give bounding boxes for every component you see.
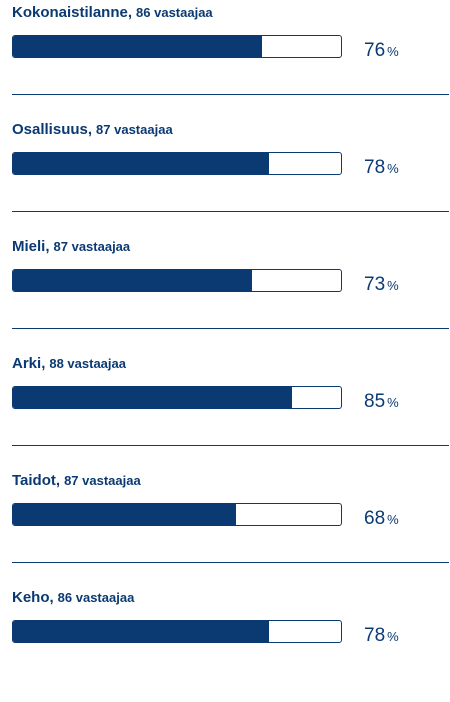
percent-unit: % xyxy=(387,512,399,527)
percent-unit: % xyxy=(387,629,399,644)
progress-bar xyxy=(12,620,342,643)
progress-bar-fill xyxy=(13,270,253,291)
percent-number: 76 xyxy=(364,40,386,61)
responder-count: 87 vastaajaa xyxy=(64,473,141,488)
percent-number: 68 xyxy=(364,508,386,529)
percent-number: 85 xyxy=(364,391,386,412)
result-header: Keho, 86 vastaajaa xyxy=(12,589,134,607)
divider xyxy=(12,445,449,446)
percent-value: 76% xyxy=(364,40,399,62)
progress-bar-fill xyxy=(13,504,237,525)
results-list: Kokonaistilanne, 86 vastaajaa 76% Osallis… xyxy=(0,0,450,646)
percent-value: 73% xyxy=(364,274,399,296)
result-label: Keho xyxy=(12,589,50,606)
result-header: Taidot, 87 vastaajaa xyxy=(12,472,141,490)
result-header: Mieli, 87 vastaajaa xyxy=(12,238,130,256)
percent-number: 78 xyxy=(364,157,386,178)
progress-bar-fill xyxy=(13,621,269,642)
result-item-taidot: Taidot, 87 vastaajaa 68% xyxy=(0,468,450,585)
percent-number: 78 xyxy=(364,625,386,646)
progress-bar xyxy=(12,386,342,409)
responder-count: 86 vastaajaa xyxy=(136,5,213,20)
result-header: Osallisuus, 87 vastaajaa xyxy=(12,121,173,139)
percent-unit: % xyxy=(387,161,399,176)
result-header: Kokonaistilanne, 86 vastaajaa xyxy=(12,4,213,22)
progress-bar xyxy=(12,269,342,292)
responder-count: 87 vastaajaa xyxy=(53,239,131,254)
result-separator: , xyxy=(41,355,46,372)
result-header: Arki, 88 vastaajaa xyxy=(12,355,126,373)
result-separator: , xyxy=(55,472,61,489)
progress-bar-fill xyxy=(13,387,292,408)
divider xyxy=(12,562,449,563)
divider xyxy=(12,211,449,212)
responder-count: 87 vastaajaa xyxy=(96,122,173,137)
progress-bar xyxy=(12,152,342,175)
result-label: Taidot xyxy=(12,472,56,489)
result-item-kokonaistilanne: Kokonaistilanne, 86 vastaajaa 76% xyxy=(0,0,450,117)
progress-bar xyxy=(12,35,342,58)
percent-number: 73 xyxy=(364,274,386,295)
result-item-keho: Keho, 86 vastaajaa 78% xyxy=(0,585,450,702)
result-label: Mieli xyxy=(12,238,46,255)
result-separator: , xyxy=(49,589,54,606)
divider xyxy=(12,94,449,95)
result-item-arki: Arki, 88 vastaajaa 85% xyxy=(0,351,450,468)
result-separator: , xyxy=(45,238,50,255)
percent-value: 85% xyxy=(364,391,399,413)
responder-count: 88 vastaajaa xyxy=(49,356,126,371)
progress-bar-fill xyxy=(13,153,269,174)
result-label: Arki xyxy=(12,355,42,372)
percent-value: 78% xyxy=(364,625,399,647)
responder-count: 86 vastaajaa xyxy=(57,590,135,605)
percent-value: 68% xyxy=(364,508,399,530)
percent-value: 78% xyxy=(364,157,399,179)
result-separator: , xyxy=(127,4,133,21)
percent-unit: % xyxy=(387,395,399,410)
progress-bar-fill xyxy=(13,36,263,57)
progress-bar xyxy=(12,503,342,526)
percent-unit: % xyxy=(387,44,399,59)
result-label: Osallisuus xyxy=(12,121,88,138)
result-separator: , xyxy=(87,121,93,138)
divider xyxy=(12,328,449,329)
result-item-mieli: Mieli, 87 vastaajaa 73% xyxy=(0,234,450,351)
result-item-osallisuus: Osallisuus, 87 vastaajaa 78% xyxy=(0,117,450,234)
result-label: Kokonaistilanne xyxy=(12,4,128,21)
percent-unit: % xyxy=(387,278,399,293)
